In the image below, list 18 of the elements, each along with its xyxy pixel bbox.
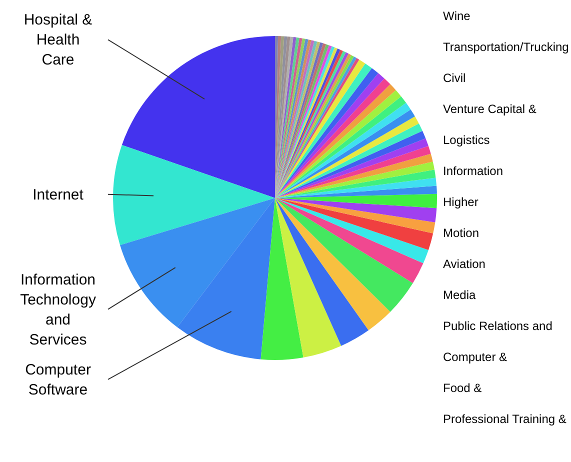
text: Venture Capital & (443, 102, 536, 116)
text: Computer & (443, 350, 508, 364)
slice-label: Internet (32, 186, 84, 204)
text: Public Relations and (443, 319, 552, 333)
text: Civil (443, 71, 466, 85)
text: Logistics (443, 133, 490, 147)
text: Wine (443, 9, 471, 23)
text: Professional Training & (443, 412, 566, 426)
text: Aviation (443, 257, 486, 271)
text: Higher (443, 195, 478, 209)
text: Information (443, 164, 504, 178)
slice-label: Computer Software (25, 361, 91, 398)
text: Motion (443, 226, 480, 240)
text: Food & (443, 381, 482, 395)
text: Transportation/Trucking (443, 40, 569, 54)
slice-label: Hospital & Health Care (24, 12, 92, 69)
text: Media (443, 288, 476, 302)
slice-label: Information Technology and Services (20, 271, 96, 348)
